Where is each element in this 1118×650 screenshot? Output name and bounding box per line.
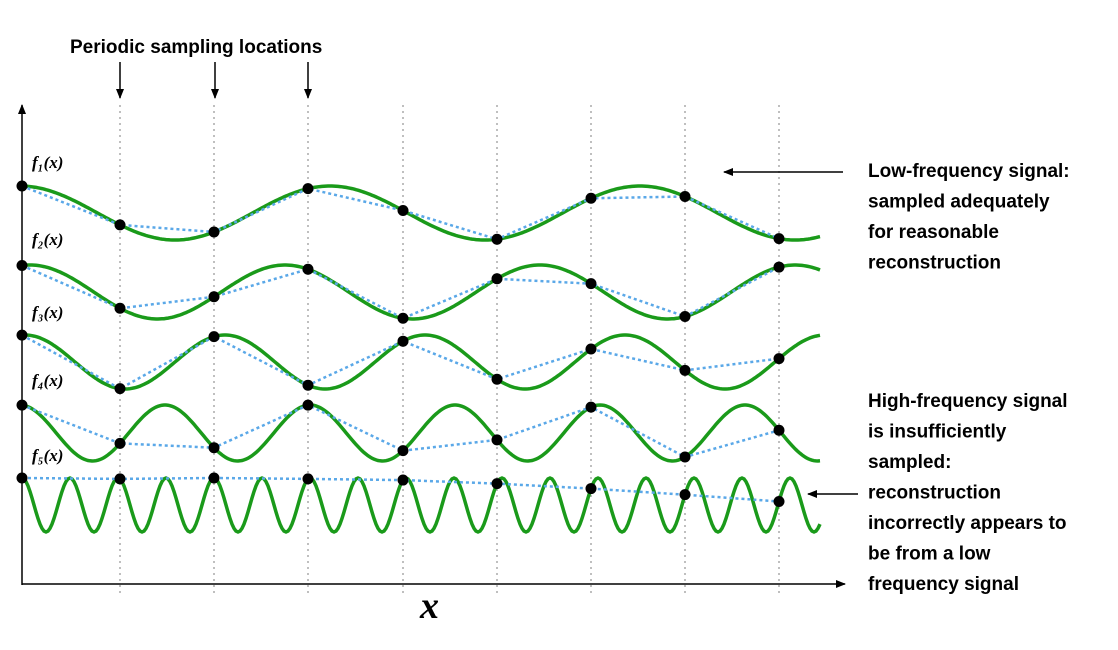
sample-point — [491, 373, 503, 385]
sample-point — [302, 473, 314, 485]
sample-point — [114, 473, 126, 485]
annotation-line: frequency signal — [868, 574, 1019, 595]
sample-point — [679, 489, 691, 501]
sample-point — [114, 383, 126, 395]
sample-point — [585, 343, 597, 355]
signal-curve — [21, 184, 821, 242]
sample-point — [114, 219, 126, 231]
sample-point — [397, 205, 409, 217]
annotation-line: be from a low — [868, 544, 991, 565]
annotation-line: sampled: — [868, 452, 951, 473]
sample-point — [208, 226, 220, 238]
sample-point — [679, 311, 691, 323]
sample-point — [16, 472, 28, 484]
signals: f₁(x) f₂(x) f₃(x) f₄(x) f₅(x) — [16, 153, 822, 534]
sample-point — [773, 424, 785, 436]
sample-point — [585, 192, 597, 204]
signal-curve — [21, 333, 821, 391]
sample-point — [773, 353, 785, 365]
sample-point — [208, 472, 220, 484]
sample-point — [208, 291, 220, 303]
sample-point — [302, 399, 314, 411]
annotation-line: Low-frequency signal: — [868, 161, 1070, 182]
signal-label: f₁(x) — [32, 153, 63, 172]
sample-point — [679, 451, 691, 463]
annotation-line: High-frequency signal — [868, 391, 1068, 412]
sample-point — [114, 302, 126, 314]
annotation-line: is insufficiently — [868, 422, 1007, 443]
sampling-lines — [119, 105, 780, 596]
sample-point — [302, 263, 314, 275]
sample-point — [302, 183, 314, 195]
sample-point — [16, 399, 28, 411]
sample-point — [679, 190, 691, 202]
signal-label: f₄(x) — [32, 371, 63, 390]
sample-point — [302, 379, 314, 391]
sample-point — [397, 474, 409, 486]
sample-point — [585, 483, 597, 495]
reconstruction — [21, 476, 780, 503]
sample-point — [208, 442, 220, 454]
sample-point — [208, 331, 220, 343]
sample-point — [585, 401, 597, 413]
sample-point — [679, 364, 691, 376]
sample-point — [773, 495, 785, 507]
sample-point — [397, 335, 409, 347]
annotation-line: reconstruction — [868, 483, 1001, 504]
sample-point — [397, 312, 409, 324]
signal-label: f₅(x) — [32, 446, 63, 465]
sample-point — [491, 434, 503, 446]
sample-point — [397, 445, 409, 457]
annotations: Low-frequency signal: sampled adequately f… — [868, 161, 1070, 595]
sample-point — [491, 478, 503, 490]
sample-point — [16, 180, 28, 192]
sample-point — [16, 329, 28, 341]
title: Periodic sampling locations — [70, 37, 322, 58]
annotation-line: for reasonable — [868, 222, 999, 243]
reconstruction — [21, 264, 780, 320]
sample-point — [16, 260, 28, 272]
sample-point — [491, 273, 503, 285]
annotation-line: incorrectly appears to — [868, 513, 1067, 534]
signal-curve — [21, 476, 822, 534]
sample-point — [585, 278, 597, 290]
reconstruction — [21, 403, 780, 459]
annotation-line: reconstruction — [868, 253, 1001, 274]
axis-label: x — [419, 585, 439, 627]
sample-point — [773, 261, 785, 273]
signal-label: f₂(x) — [32, 230, 63, 249]
sample-point — [114, 437, 126, 449]
annotation-line: sampled adequately — [868, 192, 1050, 213]
sample-point — [773, 233, 785, 245]
signal-curve — [21, 403, 821, 463]
sample-point — [491, 233, 503, 245]
signal-label: f₃(x) — [32, 303, 63, 322]
